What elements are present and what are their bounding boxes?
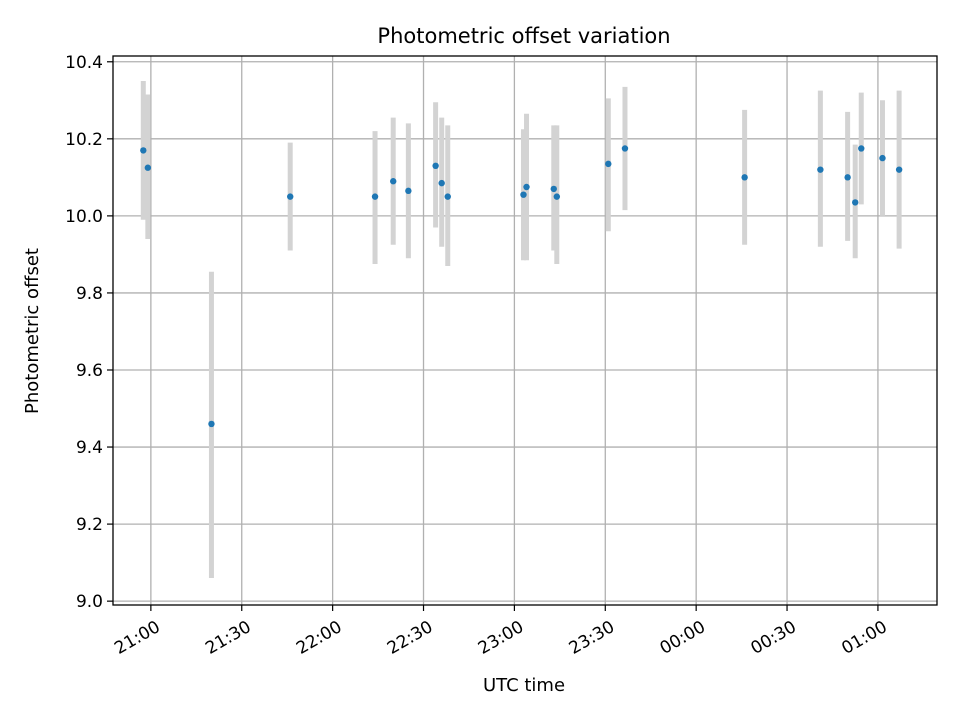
plot-frame bbox=[112, 55, 938, 606]
data-point bbox=[523, 183, 530, 191]
y-tick-label: 9.4 bbox=[76, 438, 103, 458]
chart-title: Photometric offset variation bbox=[377, 24, 670, 48]
error-bars bbox=[140, 81, 902, 579]
data-point bbox=[844, 174, 851, 181]
y-tick-label: 10.0 bbox=[65, 207, 103, 227]
data-point bbox=[895, 166, 903, 173]
x-tick-label: 22:30 bbox=[384, 617, 436, 659]
y-axis-label: Photometric offset bbox=[22, 248, 43, 414]
data-point bbox=[140, 147, 147, 154]
data-point bbox=[208, 420, 215, 428]
data-point bbox=[817, 166, 824, 173]
data-point bbox=[432, 162, 439, 169]
data-point bbox=[444, 193, 451, 200]
data-point bbox=[879, 154, 886, 162]
data-point bbox=[520, 191, 527, 198]
x-axis-label: UTC time bbox=[483, 675, 565, 696]
grid bbox=[113, 56, 937, 605]
data-point bbox=[287, 193, 294, 200]
data-point bbox=[858, 145, 865, 152]
x-tick-label: 00:30 bbox=[747, 617, 799, 659]
x-tick-label: 23:30 bbox=[566, 617, 618, 659]
data-point bbox=[371, 193, 379, 200]
x-tick-label: 22:00 bbox=[293, 617, 345, 659]
y-tick-label: 9.6 bbox=[76, 361, 103, 381]
data-points bbox=[140, 145, 903, 428]
data-point bbox=[852, 199, 859, 206]
y-tick-label: 10.4 bbox=[65, 53, 103, 73]
data-point bbox=[405, 187, 412, 195]
data-point bbox=[144, 164, 152, 171]
y-axis: 9.0 9.2 9.4 9.6 9.8 10.0 10.2 10.4 bbox=[65, 53, 113, 612]
x-axis: 21:00 21:30 22:00 22:30 23:00 23:30 00:00 00:30… bbox=[111, 605, 891, 659]
data-point bbox=[741, 174, 748, 181]
y-tick-label: 9.0 bbox=[76, 592, 103, 612]
x-tick-label: 01:00 bbox=[838, 617, 890, 659]
x-tick-label: 21:00 bbox=[111, 617, 163, 659]
x-tick-label: 00:00 bbox=[657, 617, 709, 659]
y-tick-label: 9.2 bbox=[76, 515, 103, 535]
y-tick-label: 9.8 bbox=[76, 284, 103, 304]
data-point bbox=[390, 178, 397, 185]
data-point bbox=[438, 179, 445, 187]
data-point bbox=[550, 185, 557, 193]
y-tick-label: 10.2 bbox=[65, 130, 103, 150]
x-tick-label: 21:30 bbox=[202, 617, 254, 659]
data-point bbox=[553, 193, 561, 200]
data-point bbox=[605, 160, 612, 168]
x-tick-label: 23:00 bbox=[475, 617, 527, 659]
data-point bbox=[621, 145, 629, 152]
